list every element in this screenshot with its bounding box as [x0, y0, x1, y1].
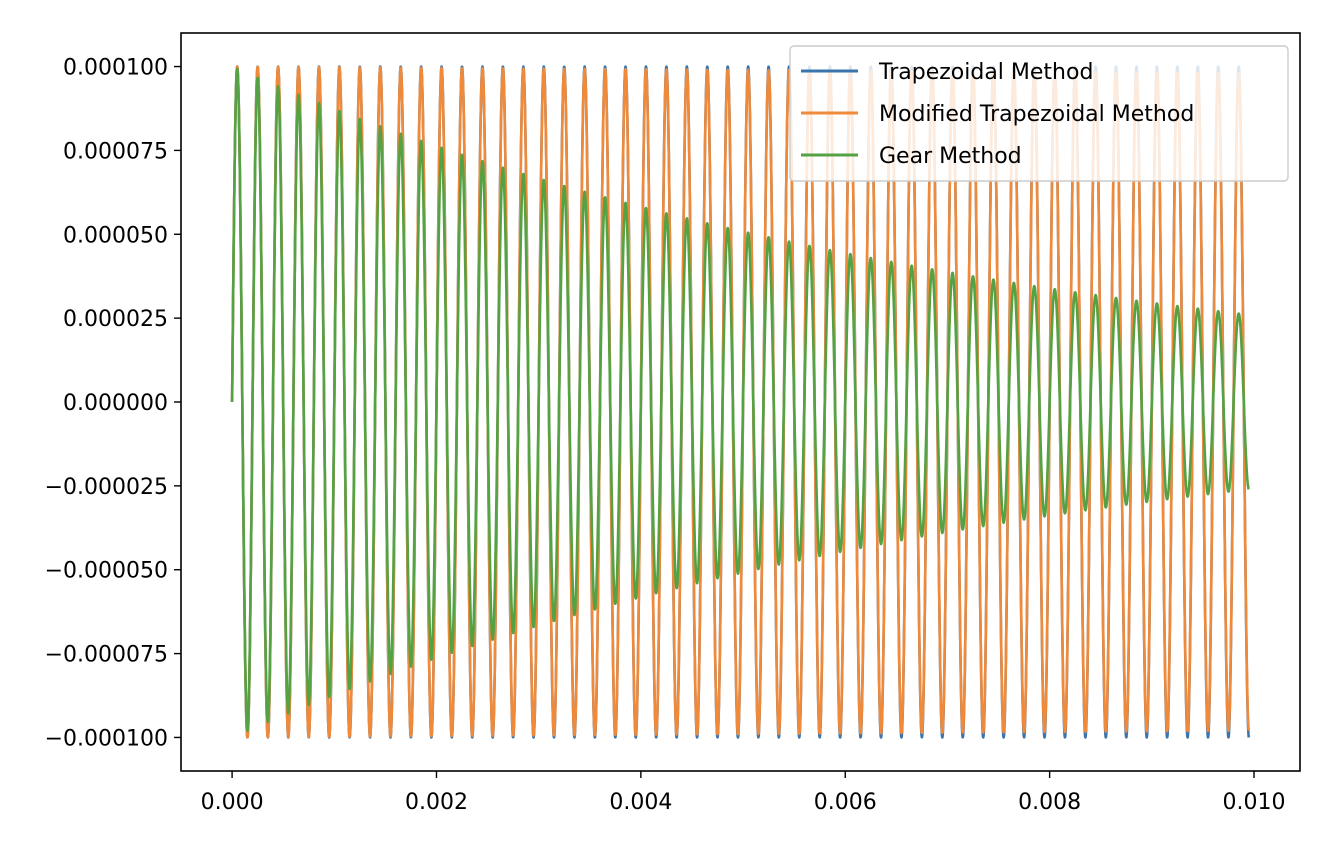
x-tick-label: 0.006: [814, 790, 877, 815]
legend-label: Trapezoidal Method: [878, 60, 1093, 85]
x-axis: 0.000 0.002 0.004 0.006 0.008 0.010: [201, 771, 1286, 815]
y-tick-label: 0.000025: [63, 307, 168, 332]
y-tick-label: −0.000100: [45, 726, 168, 751]
legend: Trapezoidal Method Modified Trapezoidal M…: [789, 45, 1289, 182]
y-axis: 0.000100 0.000075 0.000050 0.000025 0.000000…: [45, 56, 181, 751]
y-tick-label: 0.000000: [63, 391, 168, 416]
y-tick-label: 0.000100: [63, 56, 168, 81]
x-tick-label: 0.008: [1018, 790, 1081, 815]
y-tick-label: −0.000050: [45, 559, 168, 584]
series-group: [230, 65, 1251, 739]
x-tick-label: 0.004: [609, 790, 672, 815]
legend-box: [789, 45, 1289, 182]
y-tick-label: 0.000075: [63, 139, 168, 164]
y-tick-label: 0.000050: [63, 223, 168, 248]
legend-label: Modified Trapezoidal Method: [879, 102, 1194, 127]
legend-label: Gear Method: [879, 144, 1022, 169]
x-tick-label: 0.002: [405, 790, 468, 815]
x-tick-label: 0.010: [1223, 790, 1286, 815]
x-tick-label: 0.000: [201, 790, 264, 815]
series-line: [230, 65, 1251, 739]
y-tick-label: −0.000075: [45, 643, 168, 668]
series-line: [230, 67, 1250, 732]
y-tick-label: −0.000025: [45, 475, 168, 500]
